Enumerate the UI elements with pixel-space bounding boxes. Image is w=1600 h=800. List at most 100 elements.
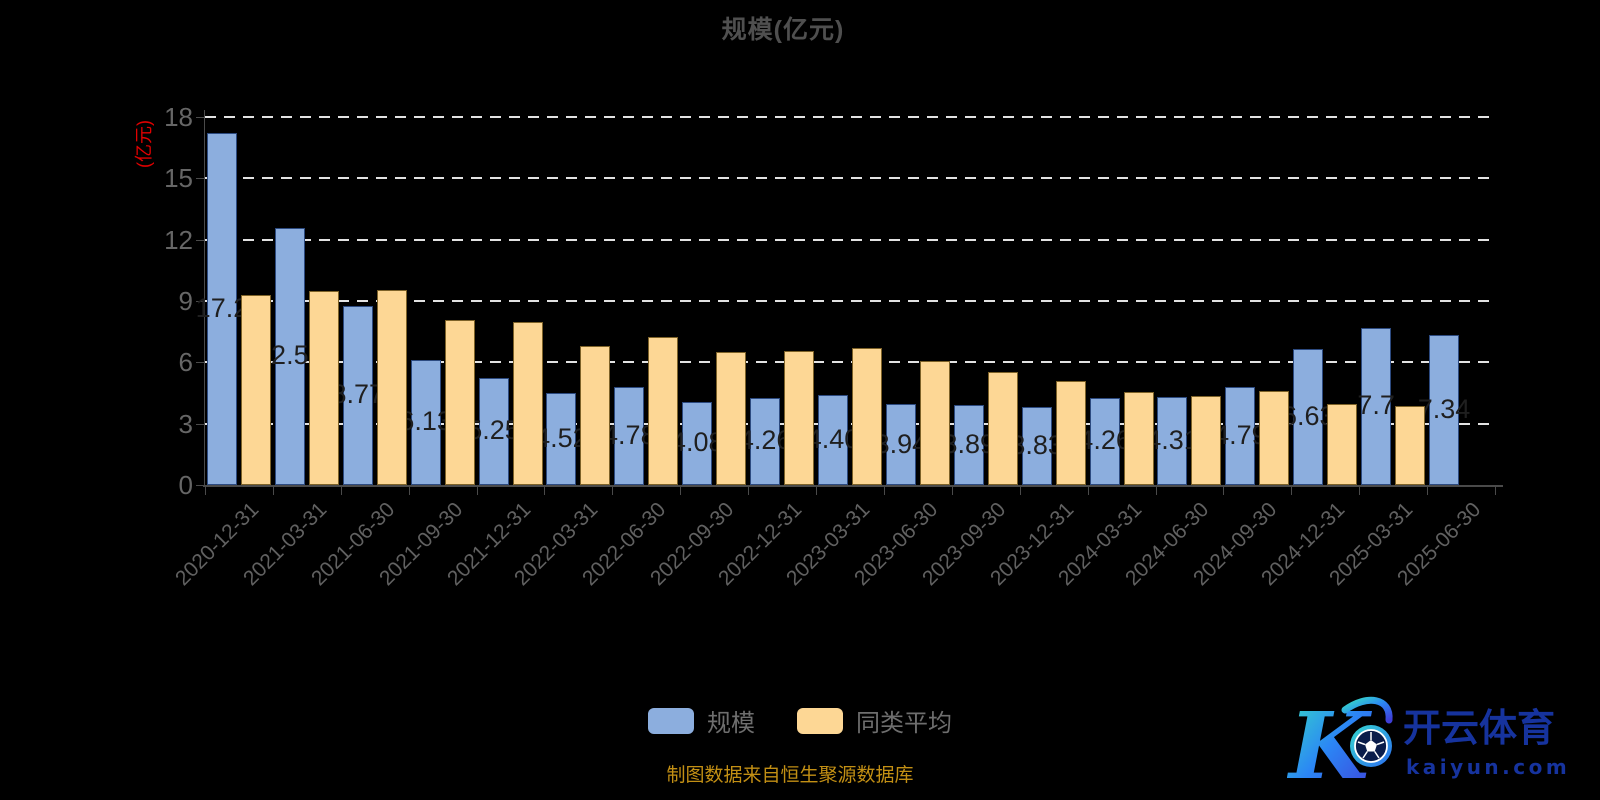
bar-scale-2022-03-31[interactable] [546, 392, 577, 485]
x-tick-mark [612, 487, 614, 495]
bar-peer-average-2021-06-30[interactable] [376, 289, 407, 485]
bar-peer-average-2023-09-30[interactable] [987, 371, 1018, 485]
x-tick-mark [1427, 487, 1429, 495]
bar-peer-average-2021-09-30[interactable] [444, 320, 475, 485]
y-tick-mark [196, 117, 204, 118]
x-tick-mark [1359, 487, 1361, 495]
bar-value-label: 17.2 [195, 293, 249, 324]
bar-scale-2021-09-30[interactable] [410, 359, 441, 485]
x-tick-mark [680, 487, 682, 495]
x-tick-mark [272, 487, 274, 495]
bar-peer-average-2022-09-30[interactable] [716, 352, 747, 485]
y-tick-mark [196, 423, 204, 425]
legend-swatch-peer-average[interactable] [797, 707, 843, 734]
bar-peer-average-2021-12-31[interactable] [512, 322, 543, 485]
x-axis-line [203, 485, 1503, 487]
brand-domain: kaiyun.com [1406, 755, 1570, 779]
bar-value-label: 4.31 [1146, 424, 1199, 455]
bar-peer-average-2024-09-30[interactable] [1259, 390, 1290, 485]
gridline-15 [205, 177, 1495, 180]
bar-scale-2022-12-31[interactable] [750, 397, 781, 485]
bar-value-label: 4.52 [535, 422, 588, 453]
y-tick-mark [196, 362, 204, 364]
legend: 规模 同类平均 [0, 703, 1600, 738]
gridline-9 [205, 300, 1495, 302]
bar-value-label: 4.26 [738, 425, 792, 456]
bar-peer-average-2023-06-30[interactable] [919, 361, 950, 485]
x-tick-mark [544, 487, 546, 495]
bar-scale-2023-03-31[interactable] [818, 395, 848, 485]
bar-value-label: 8.77 [331, 379, 385, 410]
bar-scale-2021-06-30[interactable] [342, 305, 373, 485]
x-tick-mark [816, 487, 818, 495]
x-tick-mark [1087, 487, 1089, 495]
bar-value-label: 4.79 [1214, 420, 1267, 451]
y-tick-mark [196, 178, 204, 180]
legend-item-peer-average[interactable]: 同类平均 [797, 703, 952, 738]
bar-scale-2024-06-30[interactable] [1157, 396, 1188, 485]
bar-scale-2025-06-30[interactable] [1429, 334, 1460, 485]
bar-scale-2021-03-31[interactable] [274, 227, 305, 485]
y-tick-label-12: 12 [164, 224, 193, 255]
brand-name-cn: 开云体育 [1403, 706, 1555, 750]
bar-peer-average-2024-12-31[interactable] [1327, 404, 1358, 485]
bar-peer-average-2025-03-31[interactable] [1395, 406, 1426, 485]
bar-value-label: 4.26 [1078, 425, 1131, 456]
gridline-6 [205, 361, 1495, 364]
y-tick-mark [196, 485, 204, 486]
bar-value-label: 4.08 [670, 427, 724, 458]
bar-value-label: 3.89 [942, 429, 996, 460]
bar-peer-average-2024-06-30[interactable] [1191, 396, 1222, 485]
legend-item-scale[interactable]: 规模 [648, 703, 755, 738]
bar-peer-average-2020-12-31[interactable] [240, 294, 271, 485]
bar-value-label: 5.25 [467, 415, 520, 446]
bar-scale-2025-03-31[interactable] [1361, 327, 1392, 485]
x-tick-mark [476, 487, 478, 495]
x-tick-mark [748, 487, 750, 495]
legend-swatch-scale[interactable] [648, 707, 694, 734]
bar-scale-2020-12-31[interactable] [206, 133, 237, 485]
legend-label-peer-average[interactable]: 同类平均 [856, 710, 952, 737]
bar-scale-2022-06-30[interactable] [614, 387, 645, 485]
bar-scale-2024-03-31[interactable] [1089, 397, 1120, 485]
y-tick-label-9: 9 [178, 286, 193, 316]
bar-scale-2024-12-31[interactable] [1293, 349, 1324, 485]
bar-scale-2023-09-30[interactable] [953, 405, 984, 485]
x-tick-mark [1291, 487, 1293, 495]
gridline-3 [205, 422, 1495, 425]
bar-peer-average-2022-03-31[interactable] [580, 345, 611, 485]
y-tick-label-15: 15 [164, 163, 193, 194]
bar-peer-average-2023-03-31[interactable] [852, 348, 882, 485]
x-tick-mark [340, 487, 342, 495]
bar-scale-2024-09-30[interactable] [1225, 387, 1256, 485]
bar-scale-2022-09-30[interactable] [682, 401, 713, 485]
x-tick-mark [951, 487, 953, 495]
bar-value-label: 7.7 [1357, 390, 1395, 421]
bar-peer-average-2022-12-31[interactable] [784, 351, 815, 485]
bar-peer-average-2024-03-31[interactable] [1123, 391, 1154, 485]
bar-value-label: 4.40 [806, 424, 860, 455]
y-axis-line [204, 110, 205, 486]
bar-value-label: 3.83 [1010, 429, 1063, 460]
x-tick-mark [1155, 487, 1157, 495]
bar-value-label: 7.34 [1417, 393, 1471, 424]
x-tick-mark [1495, 487, 1496, 495]
bar-peer-average-2021-03-31[interactable] [308, 290, 339, 485]
bar-peer-average-2022-06-30[interactable] [648, 336, 679, 485]
legend-label-scale[interactable]: 规模 [707, 710, 755, 737]
bar-peer-average-2023-12-31[interactable] [1055, 380, 1086, 485]
x-tick-mark [1223, 487, 1225, 495]
y-tick-mark [196, 301, 204, 302]
y-tick-label-0: 0 [178, 470, 193, 500]
plot-area: 17.2 12.59 8.77 6.13 5.25 4.52 4.78 4.08 4.26 4.4… [196, 116, 1495, 485]
x-tick-mark [205, 487, 206, 495]
bar-scale-2023-12-31[interactable] [1021, 406, 1052, 485]
y-tick-label-3: 3 [178, 408, 193, 439]
gridline-18 [205, 116, 1495, 118]
x-tick-mark [883, 487, 885, 495]
bar-value-label: 6.13 [399, 406, 452, 437]
y-tick-label-18: 18 [164, 102, 193, 132]
bar-scale-2023-06-30[interactable] [885, 404, 916, 485]
bar-value-label: 6.63 [1281, 401, 1335, 432]
bar-scale-2021-12-31[interactable] [478, 377, 509, 485]
